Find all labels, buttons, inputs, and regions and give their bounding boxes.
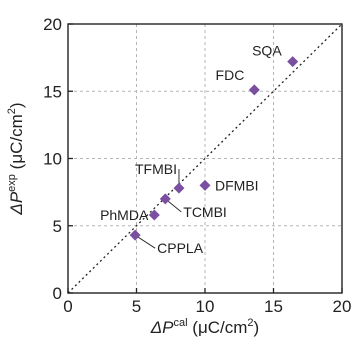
point-labels: CPPLA PhMDA TCMBI TFMBI DFMBI FDC SQA (100, 43, 282, 257)
y-axis-label-close: ) (7, 102, 26, 108)
y-tick-label: 10 (43, 150, 62, 169)
y-axis-label-unit: (μC/cm (7, 114, 26, 174)
y-tick-label: 15 (43, 82, 62, 101)
point-label: PhMDA (100, 207, 149, 223)
y-axis-label-sup: exp (6, 174, 18, 192)
y-axis-label-prefix: ΔP (7, 191, 26, 215)
x-tick-label: 5 (132, 297, 141, 316)
x-axis-label-sup: cal (174, 317, 188, 329)
point-label: FDC (216, 67, 245, 83)
y-tick-label: 20 (43, 15, 62, 34)
y-axis-label: ΔPexp (μC/cm2) (6, 102, 26, 215)
data-point (173, 182, 185, 194)
data-point (129, 229, 141, 241)
point-label: TCMBI (183, 204, 227, 220)
x-axis-label: ΔPcal (μC/cm2) (150, 317, 259, 337)
point-label: DFMBI (215, 177, 259, 193)
grid (68, 24, 342, 293)
axis-ticks: 0 5 10 15 20 0 5 10 15 20 (43, 15, 351, 316)
x-tick-label: 20 (333, 297, 352, 316)
x-tick-label: 15 (264, 297, 283, 316)
x-tick-label: 10 (196, 297, 215, 316)
y-tick-label: 0 (53, 284, 62, 303)
data-point (148, 209, 160, 221)
data-points (129, 56, 299, 241)
y-axis-label-unit-sup: 2 (6, 108, 18, 114)
data-point (287, 56, 299, 68)
y-tick-label: 5 (53, 217, 62, 236)
x-axis-label-close: ) (254, 318, 260, 337)
x-axis-label-prefix: ΔP (150, 318, 174, 337)
data-point (159, 193, 171, 205)
x-axis-label-unit: (μC/cm (188, 318, 248, 337)
point-label: SQA (252, 43, 282, 59)
parity-line (67, 23, 343, 294)
x-axis-label-unit-sup: 2 (247, 317, 253, 329)
x-tick-label: 0 (63, 297, 72, 316)
point-label: TFMBI (135, 161, 177, 177)
point-label: CPPLA (157, 240, 204, 256)
data-point (248, 84, 260, 96)
data-point (199, 179, 211, 191)
